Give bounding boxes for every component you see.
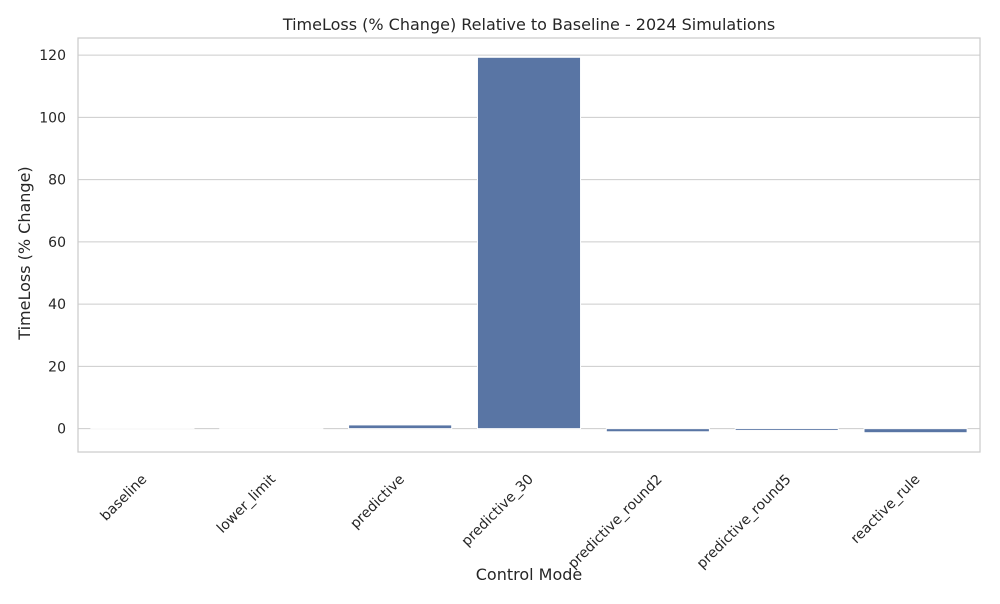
x-tick-label: predictive_30 (459, 472, 537, 550)
y-tick-label: 120 (39, 48, 66, 64)
x-tick-labels: baseline lower_limit predictive predictive_… (97, 471, 923, 572)
x-axis-label: Control Mode (476, 565, 583, 584)
x-tick-label: lower_limit (214, 471, 279, 536)
y-tick-label: 20 (48, 359, 66, 375)
y-tick-label: 100 (39, 110, 66, 126)
y-tick-label: 60 (48, 235, 66, 251)
y-tick-label: 40 (48, 297, 66, 313)
y-tick-labels: 0 20 40 60 80 100 120 (39, 48, 66, 438)
bar-predictive (349, 425, 452, 429)
bar-layer (91, 57, 967, 432)
x-tick-label: reactive_rule (848, 472, 923, 547)
bar-predictive_round2 (606, 429, 709, 432)
bar-predictive_round5 (735, 429, 838, 431)
y-axis-label: TimeLoss (% Change) (15, 166, 34, 340)
x-tick-label: predictive (347, 472, 408, 533)
y-tick-label: 80 (48, 173, 66, 189)
x-tick-label: baseline (97, 472, 150, 525)
y-tick-label: 0 (57, 422, 66, 438)
bar-predictive_30 (477, 57, 580, 428)
x-tick-label: predictive_round5 (694, 472, 795, 573)
bar-lower_limit (220, 429, 323, 430)
x-tick-label: predictive_round2 (565, 472, 666, 573)
bar-reactive_rule (864, 429, 967, 433)
chart-title: TimeLoss (% Change) Relative to Baseline… (282, 15, 775, 34)
